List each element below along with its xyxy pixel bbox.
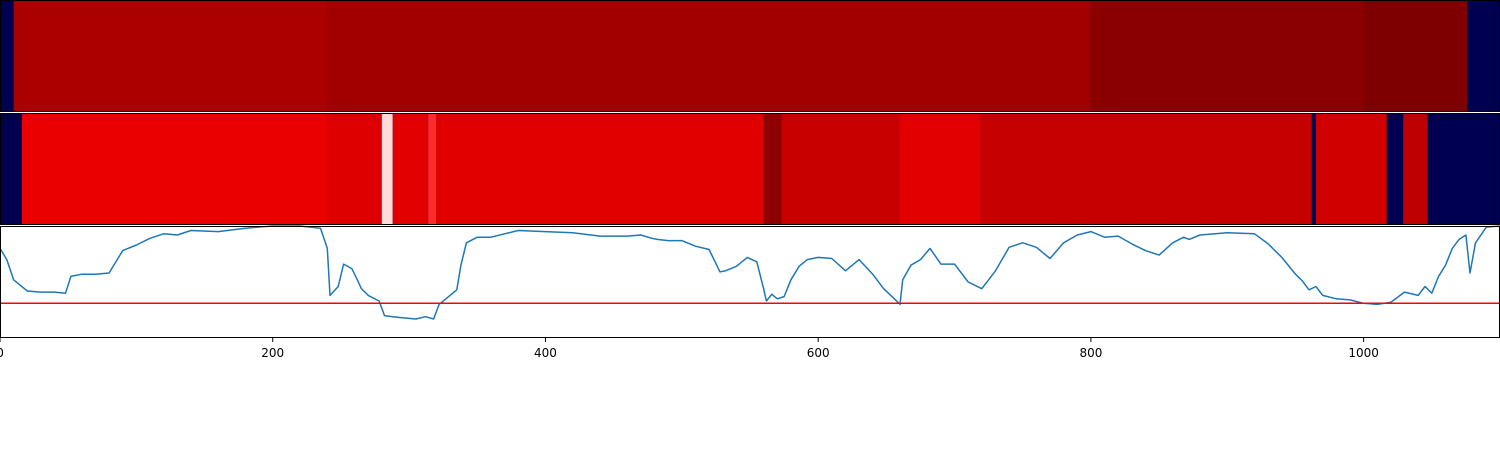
- heatmap-segment-10: [980, 113, 1312, 225]
- heatmap-segment-0: [0, 0, 14, 112]
- x-tick-label-1000: 1000: [1348, 346, 1379, 360]
- heatmap-segment-5: [1467, 0, 1500, 112]
- x-tick-label-600: 600: [807, 346, 830, 360]
- heatmap-segment-14: [1403, 113, 1428, 225]
- series-line-signal: [0, 225, 1500, 320]
- heatmap-segment-1: [21, 113, 328, 225]
- heatmap-segment-5: [428, 113, 437, 225]
- x-axis: 0 200 400 600 800 1000: [0, 338, 1379, 360]
- heatmap-segment-0: [0, 113, 22, 225]
- heatmap-segment-8: [781, 113, 900, 225]
- heatmap-segment-4: [392, 113, 429, 225]
- heatmap-segment-1: [13, 0, 328, 112]
- x-tick-label-0: 0: [0, 346, 4, 360]
- heatmap-segment-6: [436, 113, 764, 225]
- heatmap-segment-4: [1363, 0, 1468, 112]
- line-plot-background: [0, 226, 1500, 338]
- heatmap-segment-2: [327, 0, 1091, 112]
- heatmap-segment-12: [1315, 113, 1387, 225]
- heatmap-panel-middle: [0, 113, 1500, 225]
- x-tick-label-200: 200: [261, 346, 284, 360]
- heatmap-segment-9: [900, 113, 981, 225]
- x-tick-label-800: 800: [1079, 346, 1102, 360]
- x-tick-label-400: 400: [534, 346, 557, 360]
- heatmap-segment-11: [1311, 113, 1316, 225]
- heatmap-segment-3: [1090, 0, 1364, 112]
- heatmap-segment-2: [327, 113, 382, 225]
- heatmap-segment-13: [1386, 113, 1404, 225]
- heatmap-segment-15: [1427, 113, 1500, 225]
- line-panel-bottom: [0, 225, 1500, 338]
- heatmap-panel-top: [0, 0, 1500, 112]
- heatmap-segment-7: [763, 113, 782, 225]
- heatmap-segment-3: [381, 113, 393, 225]
